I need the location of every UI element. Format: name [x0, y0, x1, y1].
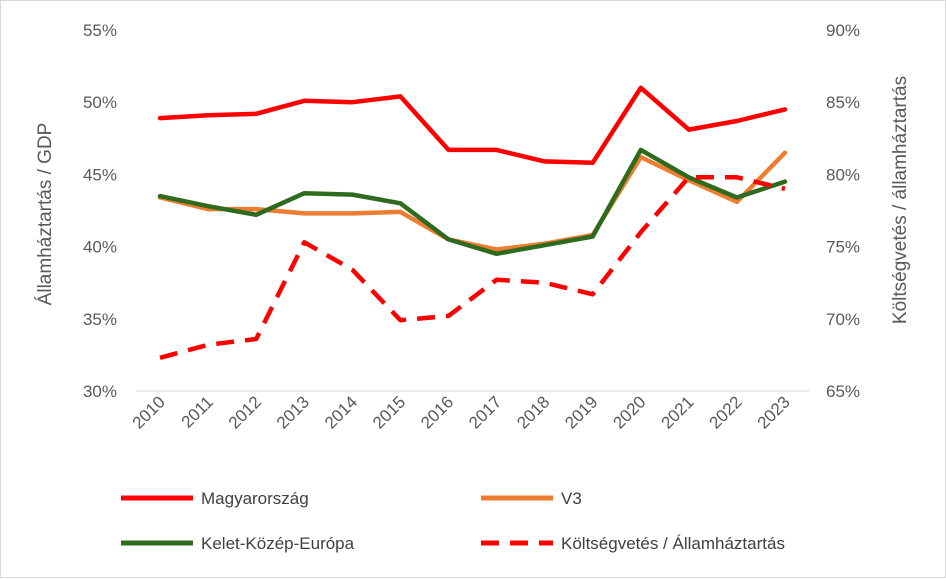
left-tick-label: 30% [83, 382, 117, 401]
left-axis-title: Államháztartás / GDP [35, 123, 56, 306]
x-tick-label: 2013 [273, 392, 313, 432]
series-line-2 [157, 150, 788, 252]
legend-label: Magyarország [201, 489, 309, 508]
x-tick-label: 2011 [178, 392, 217, 431]
left-tick-label: 40% [83, 238, 117, 257]
x-tick-label: 2014 [321, 392, 361, 432]
x-tick-label: 2015 [369, 392, 409, 432]
series-layer [157, 85, 788, 360]
x-tick-label: 2012 [225, 392, 265, 432]
x-tick-label: 2023 [754, 392, 794, 432]
legend-label: Költségvetés / Államháztartás [561, 534, 785, 553]
left-axis-ticks: 30% 35% 40% 45% 50% 55% [83, 21, 117, 401]
right-axis-title: Költségvetés / államháztartás [890, 76, 911, 324]
x-tick-label: 2019 [561, 392, 601, 432]
x-tick-label: 2010 [129, 392, 169, 432]
left-tick-label: 35% [83, 310, 117, 329]
right-axis-ticks: 65% 70% 75% 80% 85% 90% [826, 21, 860, 401]
legend: Magyarország V3 Kelet-Közép-Európa Költségv… [121, 489, 785, 553]
right-tick-label: 65% [826, 382, 860, 401]
x-tick-label: 2022 [706, 392, 746, 432]
x-tick-label: 2018 [513, 392, 553, 432]
right-tick-label: 70% [826, 310, 860, 329]
legend-label: Kelet-Közép-Európa [201, 534, 355, 553]
right-tick-label: 85% [826, 93, 860, 112]
x-tick-label: 2020 [609, 392, 649, 432]
left-tick-label: 50% [83, 93, 117, 112]
series-line-1 [157, 85, 788, 166]
left-tick-label: 45% [83, 165, 117, 184]
x-tick-label: 2016 [417, 392, 457, 432]
x-tick-label: 2021 [657, 392, 697, 432]
right-tick-label: 80% [826, 165, 860, 184]
x-tick-label: 2017 [465, 392, 505, 432]
x-axis-ticks: 2010 2011 2012 2013 2014 2015 2016 2017 2018 2019… [129, 392, 794, 432]
left-tick-label: 55% [83, 21, 117, 40]
right-tick-label: 75% [826, 238, 860, 257]
legend-label: V3 [561, 489, 582, 508]
series-line-3 [157, 147, 788, 257]
series-line-4 [159, 175, 786, 360]
right-tick-label: 90% [826, 21, 860, 40]
